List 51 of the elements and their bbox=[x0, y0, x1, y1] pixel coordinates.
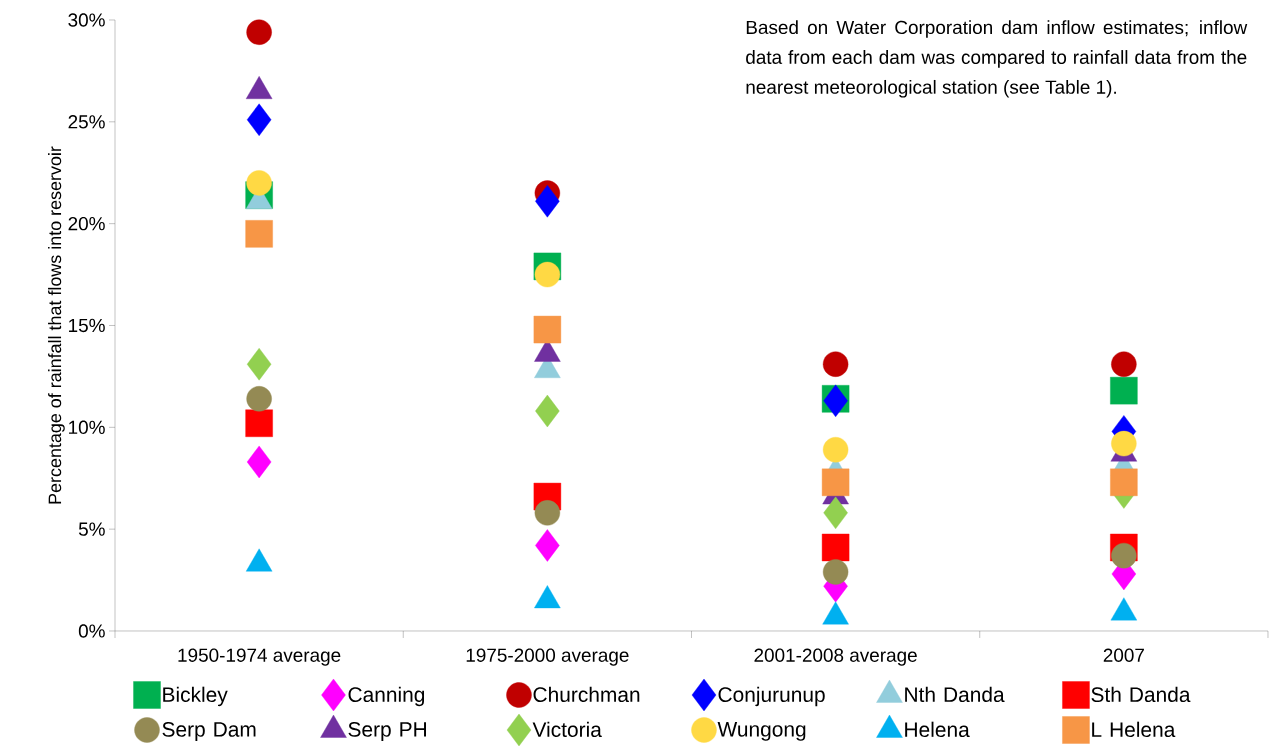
point bbox=[1111, 430, 1137, 457]
legend-label: Victoria bbox=[532, 721, 602, 738]
x-tick-label: 2001-2008 average bbox=[754, 648, 917, 666]
point bbox=[1110, 376, 1138, 405]
point bbox=[535, 394, 560, 428]
point bbox=[246, 445, 272, 479]
point bbox=[822, 351, 849, 377]
point bbox=[533, 315, 562, 344]
y-tick-label: 20% bbox=[68, 216, 105, 231]
point bbox=[246, 103, 272, 136]
point bbox=[246, 347, 272, 381]
point bbox=[823, 496, 848, 530]
legend-label: Nth Danda bbox=[905, 686, 1005, 703]
point bbox=[534, 261, 561, 288]
legend-label: Wungong bbox=[717, 722, 806, 741]
x-tick-label: 2007 bbox=[1103, 648, 1144, 662]
legend-label: Helena bbox=[905, 721, 970, 738]
legend-label: Canning bbox=[348, 686, 425, 707]
y-tick-label: 10% bbox=[69, 420, 105, 435]
point bbox=[535, 185, 560, 218]
legend-label: Serp PH bbox=[348, 721, 426, 741]
legend-label: Bickley bbox=[163, 686, 228, 707]
point bbox=[246, 386, 272, 412]
x-tick-label: 1950-1974 average bbox=[178, 648, 341, 666]
point bbox=[1111, 542, 1137, 569]
point bbox=[245, 409, 273, 437]
legend-label: Conjurunup bbox=[718, 686, 825, 707]
point bbox=[1111, 351, 1137, 377]
point bbox=[246, 170, 272, 196]
legend-label: Sth Danda bbox=[1091, 686, 1191, 703]
point bbox=[821, 468, 850, 497]
point bbox=[821, 533, 850, 562]
legend-label: Churchman bbox=[533, 686, 640, 703]
point bbox=[534, 500, 561, 526]
point bbox=[246, 19, 272, 45]
y-tick-label: 0% bbox=[78, 624, 105, 638]
y-tick-label: 25% bbox=[68, 115, 105, 129]
y-tick-label: 5% bbox=[78, 522, 105, 536]
y-axis-title: Percentage of rainfall that flows into reservoir bbox=[48, 146, 65, 504]
point bbox=[822, 437, 849, 463]
point bbox=[535, 529, 560, 562]
x-tick-label: 1975-2000 average bbox=[466, 648, 629, 666]
annotation: Based on Water Corporation dam inflow estimates; inflow data from each dam was compared to rainfall data from the nearest meteorological station (see Table 1). bbox=[746, 20, 1248, 98]
point bbox=[245, 220, 273, 248]
point bbox=[823, 384, 848, 418]
y-tick-label: 30% bbox=[68, 13, 105, 27]
legend-label: L Helena bbox=[1092, 721, 1176, 738]
legend-label: Serp Dam bbox=[162, 721, 256, 741]
y-tick-label: 15% bbox=[69, 318, 105, 333]
point bbox=[822, 559, 849, 585]
point bbox=[1110, 468, 1138, 497]
